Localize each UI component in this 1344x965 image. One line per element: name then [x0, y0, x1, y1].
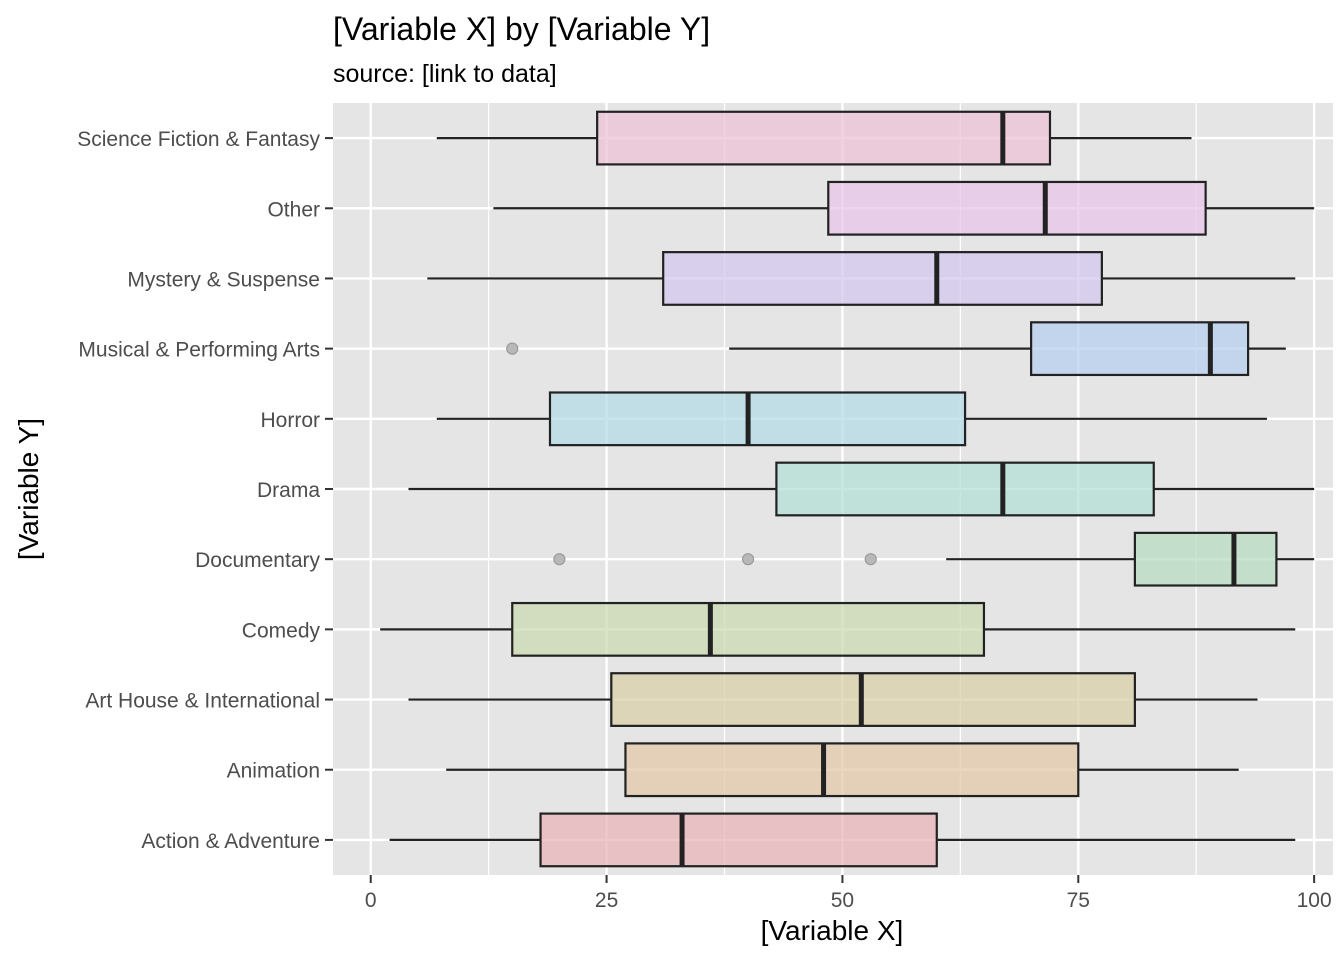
y-tick-label: Comedy — [242, 619, 321, 642]
box-group — [427, 251, 1296, 306]
y-tick-label: Animation — [227, 760, 320, 783]
x-tick-label: 0 — [365, 889, 377, 912]
x-tick-label: 100 — [1297, 889, 1332, 912]
y-tick-label: Other — [267, 198, 320, 221]
y-tick-label: Mystery & Suspense — [127, 268, 320, 291]
box — [662, 251, 1103, 306]
box-group — [506, 321, 1286, 377]
x-tick-label: 75 — [1067, 889, 1090, 912]
y-tick-label: Art House & International — [85, 690, 320, 713]
box-group — [436, 391, 1267, 447]
box-group — [446, 742, 1239, 798]
box — [1133, 531, 1278, 587]
outlier-point — [864, 553, 877, 566]
x-tick-label: 50 — [831, 889, 854, 912]
box — [1030, 321, 1250, 377]
box — [827, 180, 1207, 236]
box — [596, 110, 1052, 166]
y-axis: Action & Adventure Animation Art House & I… — [77, 128, 333, 853]
y-tick-label: Musical & Performing Arts — [78, 339, 320, 362]
outlier-point — [553, 553, 566, 566]
y-tick-label: Drama — [257, 479, 320, 502]
chart-title: [Variable X] by [Variable Y] — [333, 11, 710, 47]
box-group — [493, 180, 1315, 236]
x-tick-label: 25 — [595, 889, 618, 912]
box-group — [436, 110, 1192, 166]
box — [548, 391, 967, 447]
y-tick-label: Action & Adventure — [141, 830, 320, 853]
y-axis-label: [Variable Y] — [13, 418, 44, 560]
y-tick-label: Horror — [260, 409, 320, 432]
outlier-point — [741, 553, 755, 566]
boxes — [380, 110, 1315, 868]
x-axis-label: [Variable X] — [761, 915, 904, 946]
box — [511, 601, 986, 657]
box — [539, 812, 938, 868]
box-group — [408, 461, 1315, 517]
outlier-point — [506, 342, 519, 355]
box-group — [380, 601, 1296, 657]
y-tick-label: Science Fiction & Fantasy — [77, 128, 320, 151]
box-group — [389, 812, 1296, 868]
box-group — [408, 672, 1258, 727]
y-tick-label: Documentary — [195, 549, 320, 572]
box-group — [553, 531, 1315, 587]
box — [610, 672, 1136, 727]
box — [624, 742, 1080, 798]
x-axis: 0 25 50 75 100 — [365, 875, 1332, 912]
chart-subtitle: source: [link to data] — [333, 60, 557, 88]
box — [775, 461, 1155, 517]
